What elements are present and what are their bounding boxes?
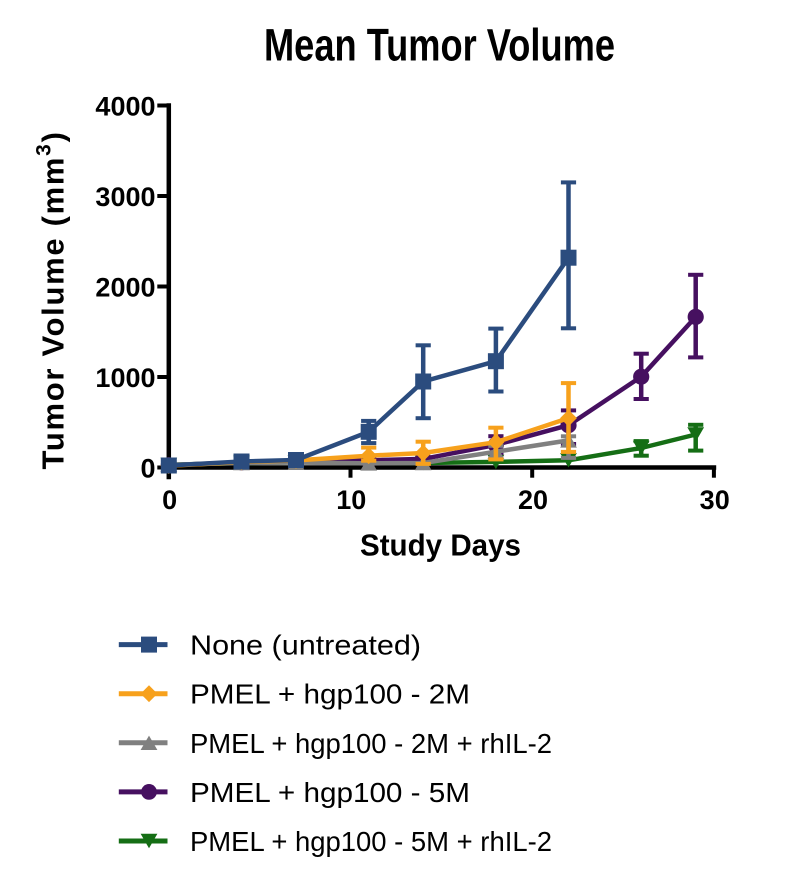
svg-text:4000: 4000: [95, 92, 155, 122]
svg-text:10: 10: [336, 485, 366, 515]
svg-text:PMEL + hgp100 - 2M: PMEL + hgp100 - 2M: [190, 679, 470, 710]
svg-text:0: 0: [162, 485, 177, 515]
svg-text:PMEL + hgp100 - 5M: PMEL + hgp100 - 5M: [190, 777, 470, 808]
svg-text:PMEL + hgp100 - 5M + rhIL-2: PMEL + hgp100 - 5M + rhIL-2: [190, 826, 552, 857]
svg-text:0: 0: [140, 454, 155, 484]
svg-text:3000: 3000: [95, 182, 155, 212]
svg-text:1000: 1000: [95, 363, 155, 393]
svg-text:Tumor Volume (mm3): Tumor Volume (mm3): [33, 130, 71, 469]
svg-text:Study Days: Study Days: [360, 528, 521, 563]
svg-text:30: 30: [700, 485, 730, 515]
svg-text:2000: 2000: [95, 273, 155, 303]
svg-text:None (untreated): None (untreated): [190, 630, 421, 661]
svg-text:Mean Tumor Volume: Mean Tumor Volume: [264, 20, 615, 71]
svg-text:PMEL + hgp100 - 2M + rhIL-2: PMEL + hgp100 - 2M + rhIL-2: [190, 728, 552, 759]
svg-text:20: 20: [518, 485, 548, 515]
